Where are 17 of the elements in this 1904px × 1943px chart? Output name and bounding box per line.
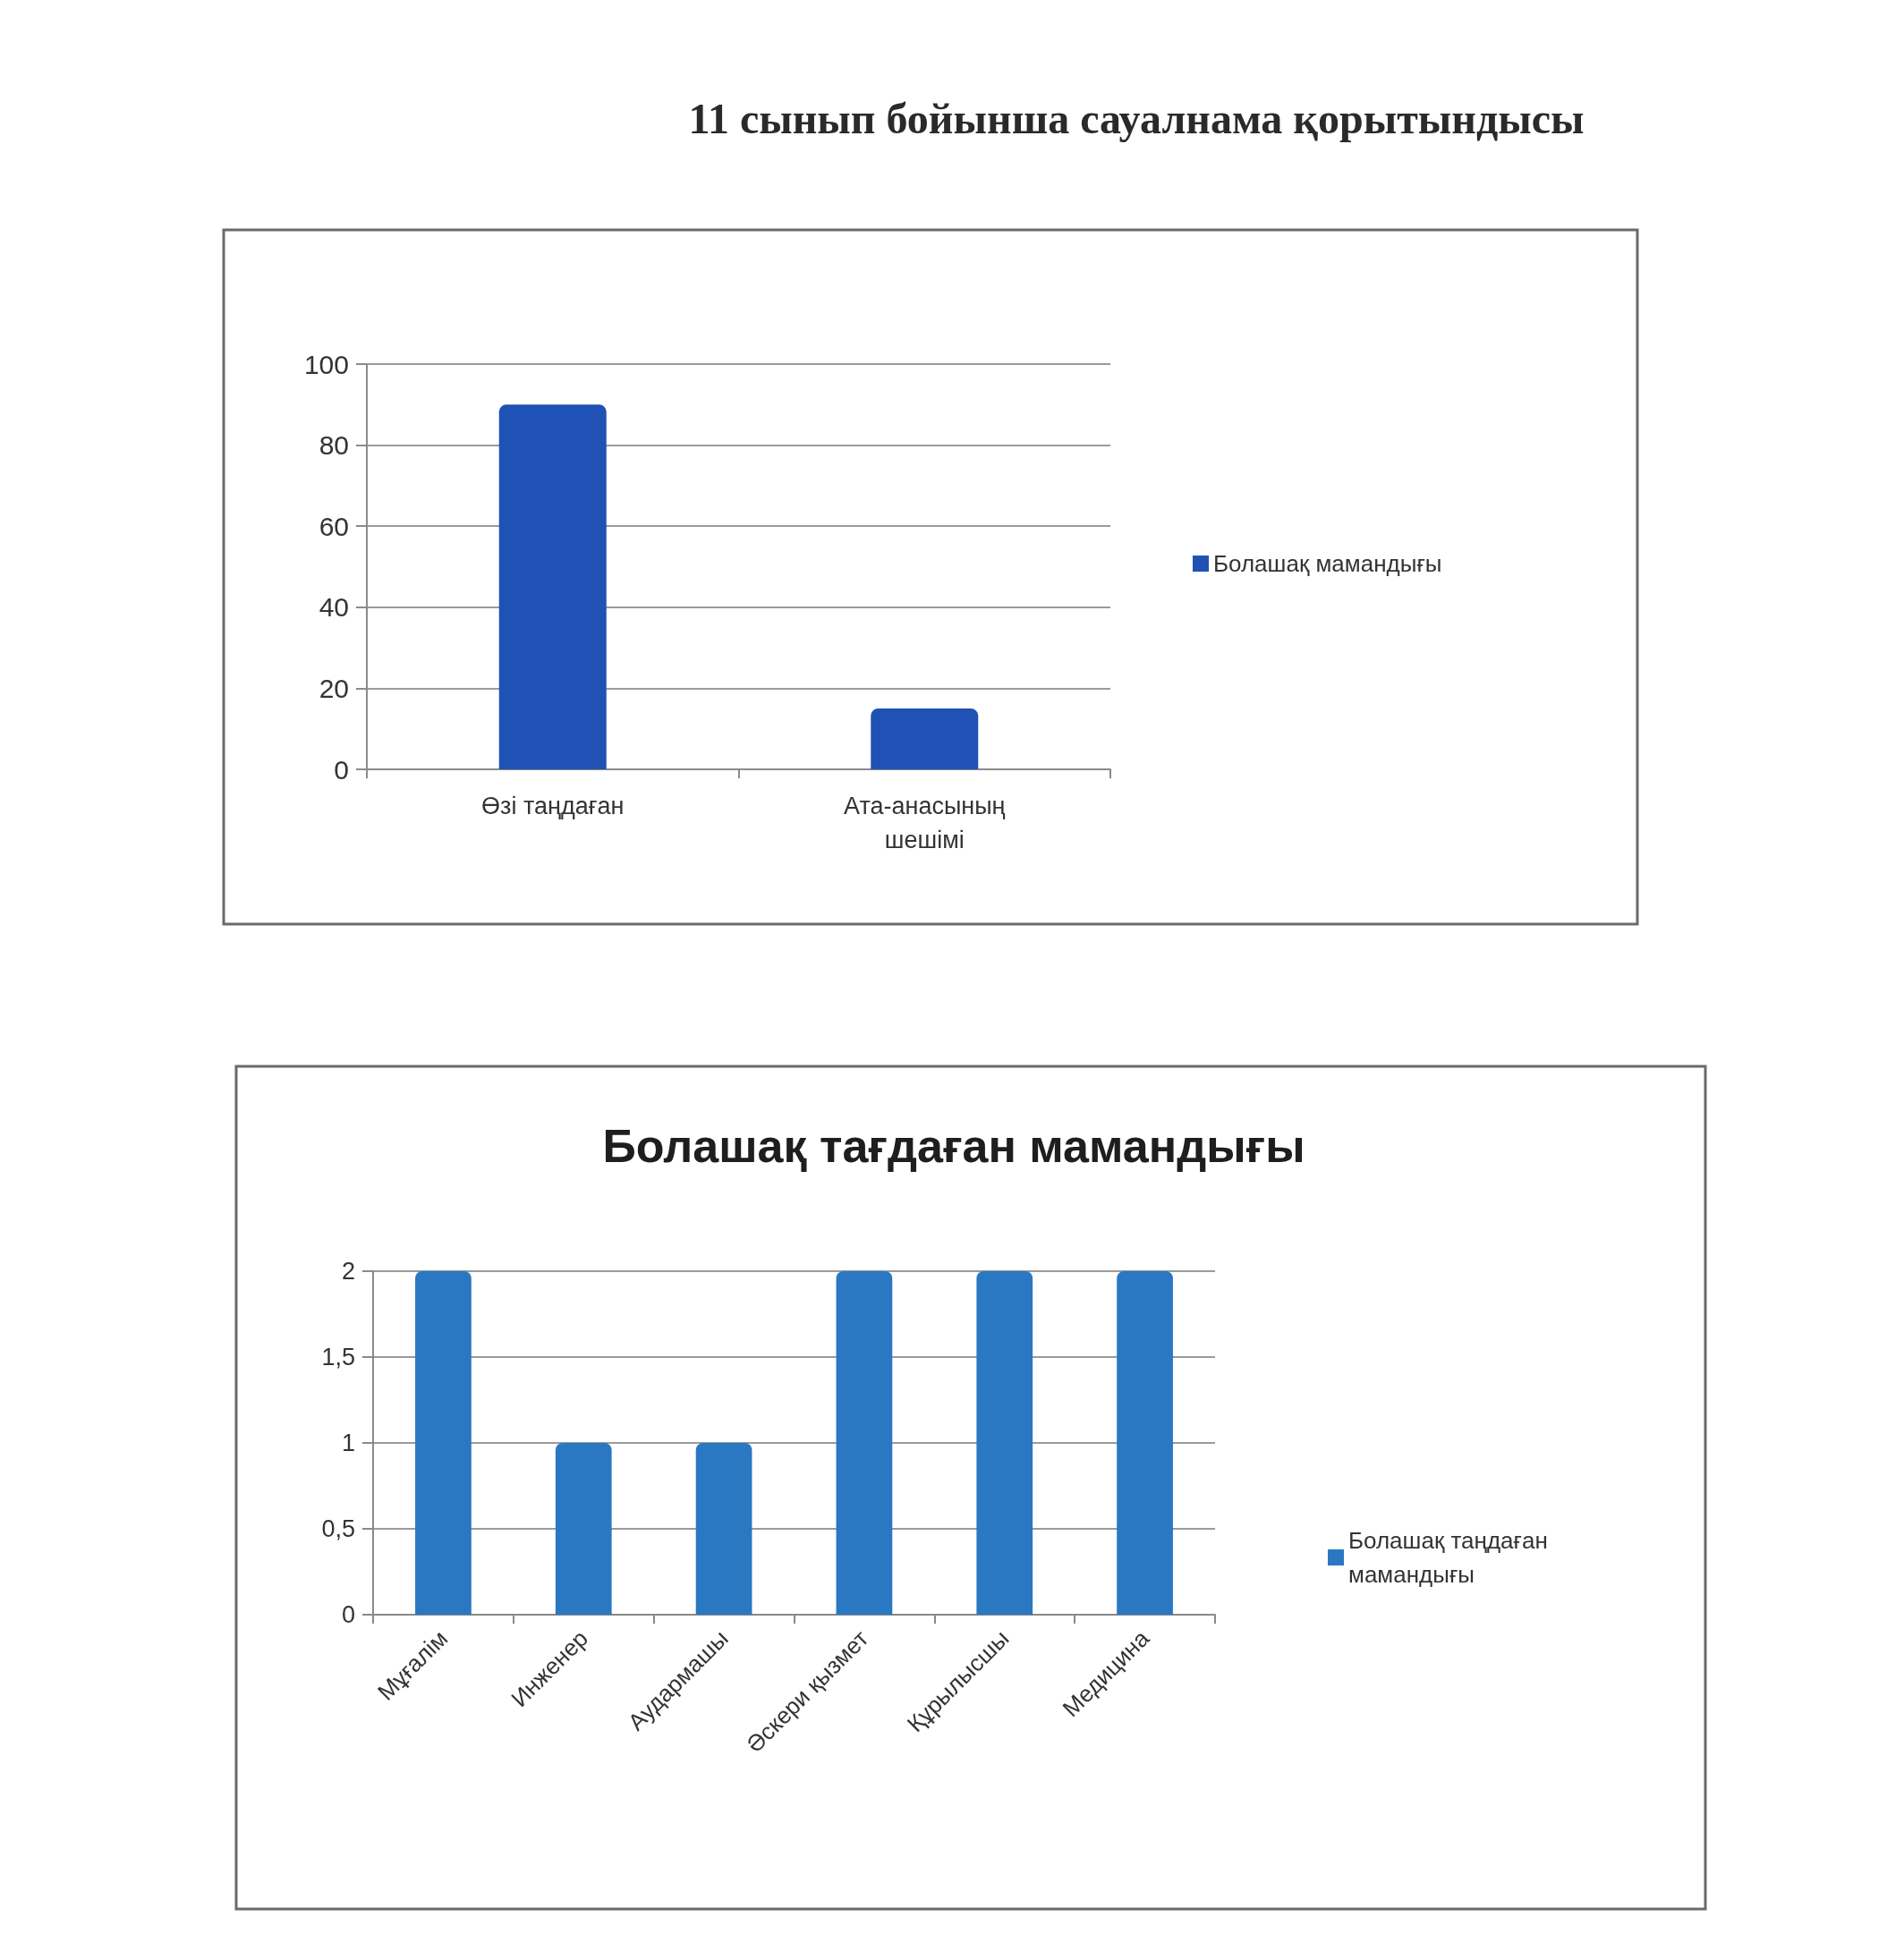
x-tick-label: Өзі таңдаған bbox=[481, 793, 625, 819]
x-tick-label: Ата-анасының шешімі bbox=[843, 793, 1006, 853]
y-tick-label: 2 bbox=[341, 1258, 355, 1285]
legend-label: Болашақ мамандығы bbox=[1213, 550, 1442, 577]
y-tick-label: 80 bbox=[319, 430, 349, 461]
y-tick-label: 0 bbox=[334, 754, 349, 785]
legend-label: Болашақ таңдаған мамандығы bbox=[1348, 1527, 1548, 1588]
y-tick-label: 60 bbox=[319, 511, 349, 541]
y-tick-label: 40 bbox=[319, 592, 349, 623]
y-tick-label: 1,5 bbox=[321, 1344, 355, 1370]
y-tick-label: 0,5 bbox=[321, 1515, 355, 1542]
y-tick-label: 20 bbox=[319, 673, 349, 703]
y-tick-label: 1 bbox=[341, 1430, 355, 1456]
chart-title: Болашақ тағдаған мамандығы bbox=[602, 1120, 1305, 1172]
chart-title: 11 сынып бойынша сауалнама қорытындысы bbox=[688, 94, 1585, 142]
y-tick-label: 100 bbox=[303, 349, 349, 379]
y-tick-label: 0 bbox=[341, 1601, 355, 1628]
